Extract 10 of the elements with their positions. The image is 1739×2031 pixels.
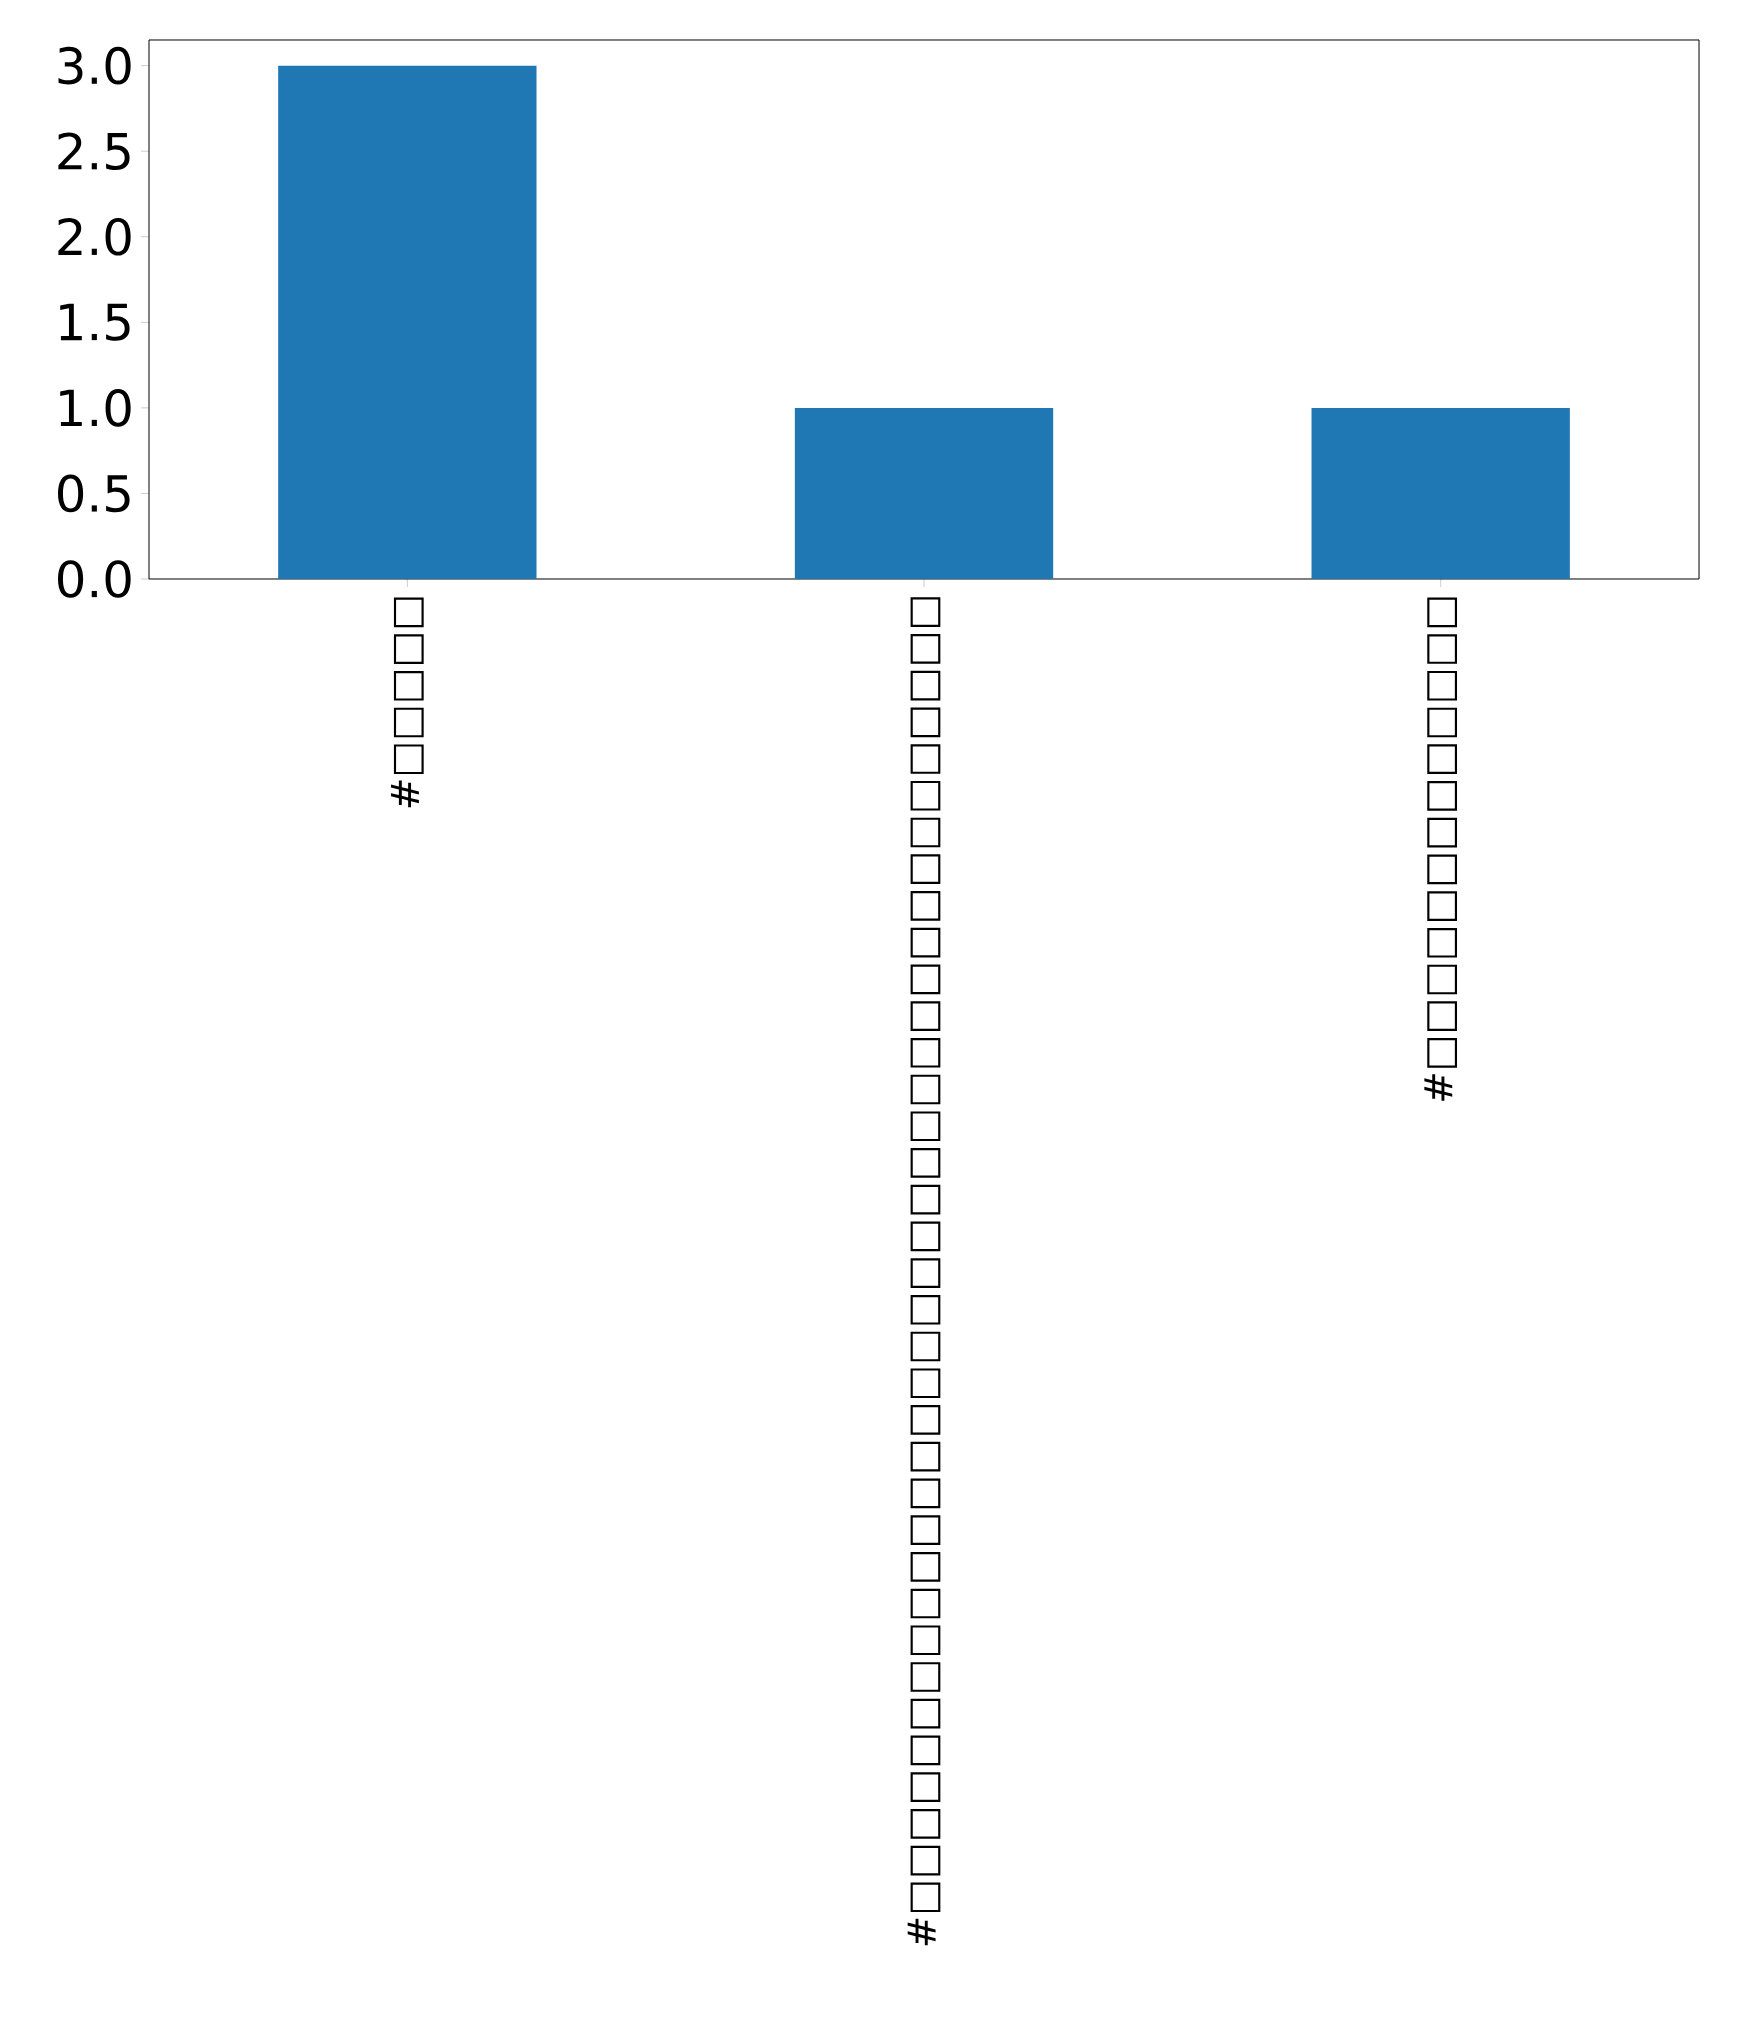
y-tick-label: 2.0 <box>58 217 131 256</box>
y-tick-label: 1.5 <box>60 303 130 341</box>
y-tick-label: 0.0 <box>58 560 131 598</box>
y-tick-label: 0.5 <box>58 474 130 513</box>
x-tick-label: #□□□□□□□□□□□□□ <box>1424 597 1458 1101</box>
x-tick-label: #□□□□□ <box>391 597 424 808</box>
y-tick-label: 1.0 <box>60 389 131 427</box>
y-tick-label: 3.0 <box>58 46 131 85</box>
x-tick-label: #□□□□□□□□□□□□□□□□□□□□□□□□□□□□□□□□□□□□ <box>907 597 941 1946</box>
y-tick-label: 2.5 <box>58 132 130 171</box>
